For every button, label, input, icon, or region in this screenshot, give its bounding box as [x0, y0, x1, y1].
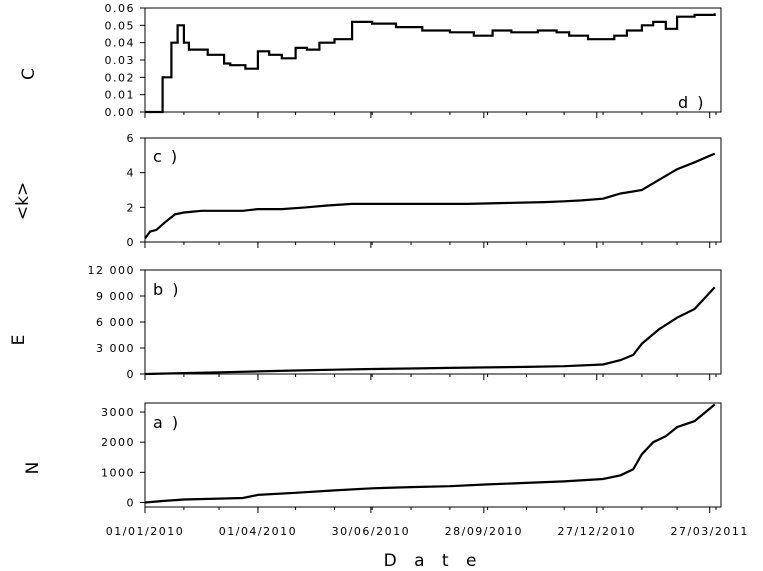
y-tick-label: 0.00: [105, 106, 136, 119]
panel-a: N a ) 0 1000 2000 3000: [23, 402, 722, 513]
y-tick-label: 0: [127, 236, 136, 249]
y-tick-label: 3000: [101, 406, 135, 419]
y-tick-label: 4: [127, 167, 136, 180]
panel-a-label: a ): [153, 413, 180, 432]
panel-b-ticks: 0 3 000 6 000 9 000 12 000: [88, 264, 717, 381]
panel-c-frame: [144, 137, 722, 243]
panel-c-series: [144, 152, 716, 240]
panel-b: E b ) 0 3 000 6 000 9 000 12 000: [9, 264, 722, 381]
panel-b-series: [144, 286, 716, 376]
panel-a-ylabel: N: [23, 462, 43, 475]
y-tick-label: 0: [127, 496, 136, 509]
panel-d-label: d ): [678, 93, 705, 112]
x-axis-label: D a t e: [384, 551, 483, 571]
y-tick-label: 0.05: [105, 19, 136, 32]
y-tick-label: 2: [127, 201, 136, 214]
panel-d-frame: [144, 7, 722, 113]
y-tick-label: 1000: [101, 466, 135, 479]
y-tick-label: 0.04: [105, 37, 136, 50]
panel-c-ticks: 0 2 4 6: [127, 132, 717, 249]
x-axis-ticks: 01/01/2010 01/04/2010 30/06/2010 28/09/2010…: [106, 525, 749, 538]
x-tick-label: 28/09/2010: [445, 525, 523, 538]
panel-d-ylabel: C: [19, 68, 39, 80]
y-tick-label: 2000: [101, 436, 135, 449]
x-tick-label: 01/01/2010: [106, 525, 184, 538]
panel-b-label: b ): [153, 280, 180, 299]
panel-c-label: c ): [153, 147, 179, 166]
panel-a-series: [144, 403, 716, 504]
panel-d-ticks: 0.00 0.01 0.02 0.03 0.04 0.05 0.06: [105, 2, 717, 119]
panel-a-frame: [144, 402, 722, 508]
y-tick-label: 0.06: [105, 2, 136, 15]
y-tick-label: 6 000: [96, 316, 135, 329]
y-tick-label: 3 000: [96, 342, 135, 355]
y-tick-label: 12 000: [88, 264, 136, 277]
x-tick-label: 30/06/2010: [332, 525, 410, 538]
panel-b-ylabel: E: [9, 335, 29, 346]
y-tick-label: 9 000: [96, 290, 135, 303]
y-tick-label: 0.03: [105, 54, 136, 67]
y-tick-label: 0: [127, 368, 136, 381]
panel-c: <k> c ) 0 2 4 6: [13, 132, 722, 249]
panel-a-ticks: 0 1000 2000 3000: [101, 406, 717, 513]
panel-c-ylabel: <k>: [13, 182, 33, 220]
x-tick-label: 01/04/2010: [219, 525, 297, 538]
y-tick-label: 6: [127, 132, 136, 145]
y-tick-label: 0.02: [105, 71, 136, 84]
x-tick-label: 27/12/2010: [558, 525, 636, 538]
y-tick-label: 0.01: [105, 89, 136, 102]
panel-d: C d ) 0.00 0.01 0.02 0.03 0.04 0.05 0.06: [19, 2, 722, 119]
panel-b-frame: [144, 269, 722, 375]
x-tick-label: 27/03/2011: [671, 525, 749, 538]
panel-d-series: [145, 13, 716, 114]
